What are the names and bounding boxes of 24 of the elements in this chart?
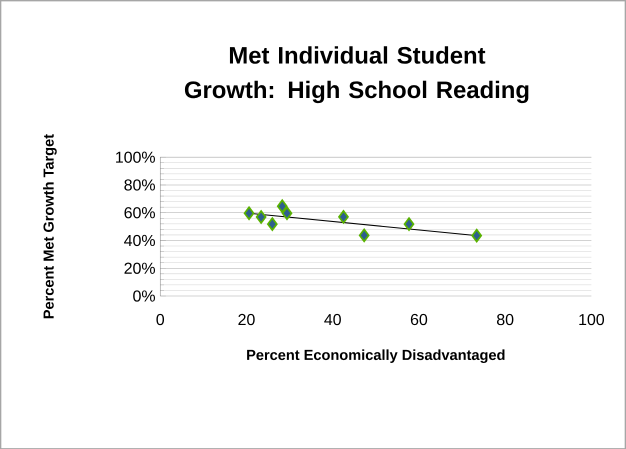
chart-title: Met Individual Student Growth: High School Reading [184, 46, 528, 103]
y-axis-title: Percent Met Growth Target [43, 134, 57, 318]
point [358, 228, 370, 242]
y-tick-label: 80% [124, 179, 155, 190]
point [256, 210, 266, 224]
point [244, 206, 254, 220]
y-tick-label: 20% [124, 262, 155, 274]
point [266, 217, 278, 231]
point [282, 206, 292, 220]
x-tick-label: 0 [156, 314, 164, 325]
x-tick-label: 80 [496, 314, 514, 325]
y-tick-label: 100% [116, 151, 155, 163]
x-axis-title: Percent Economically Disadvantaged [247, 349, 504, 363]
x-tick-label: 20 [238, 314, 255, 325]
point [471, 228, 482, 242]
point [338, 210, 349, 224]
x-tick-label: 100 [579, 314, 604, 325]
y-tick-label: 40% [124, 234, 155, 246]
y-tick-label: 0% [133, 290, 155, 302]
x-tick-label: 40 [324, 314, 341, 325]
point [404, 217, 414, 231]
point [276, 199, 288, 213]
x-tick-label: 60 [410, 314, 428, 325]
y-tick-label: 60% [124, 206, 155, 218]
